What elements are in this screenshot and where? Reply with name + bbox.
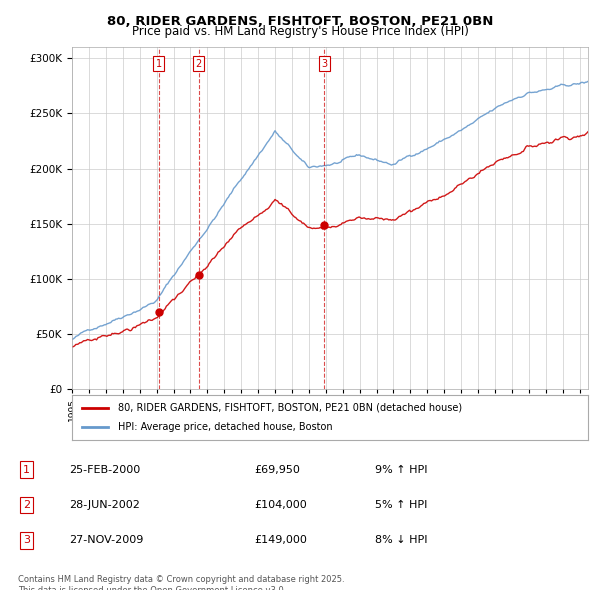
Text: 28-JUN-2002: 28-JUN-2002: [70, 500, 140, 510]
Text: HPI: Average price, detached house, Boston: HPI: Average price, detached house, Bost…: [118, 422, 333, 432]
Text: 1: 1: [156, 59, 162, 69]
Text: 1: 1: [23, 465, 30, 474]
Text: 5% ↑ HPI: 5% ↑ HPI: [375, 500, 427, 510]
Text: 8% ↓ HPI: 8% ↓ HPI: [375, 536, 427, 545]
Text: 80, RIDER GARDENS, FISHTOFT, BOSTON, PE21 0BN (detached house): 80, RIDER GARDENS, FISHTOFT, BOSTON, PE2…: [118, 403, 463, 412]
Text: 3: 3: [23, 536, 30, 545]
Text: 2: 2: [23, 500, 30, 510]
Text: Price paid vs. HM Land Registry's House Price Index (HPI): Price paid vs. HM Land Registry's House …: [131, 25, 469, 38]
Text: 3: 3: [321, 59, 328, 69]
Text: 2: 2: [196, 59, 202, 69]
Text: 25-FEB-2000: 25-FEB-2000: [70, 465, 141, 474]
Text: 9% ↑ HPI: 9% ↑ HPI: [375, 465, 427, 474]
Text: £149,000: £149,000: [254, 536, 307, 545]
Text: £104,000: £104,000: [254, 500, 307, 510]
Text: 80, RIDER GARDENS, FISHTOFT, BOSTON, PE21 0BN: 80, RIDER GARDENS, FISHTOFT, BOSTON, PE2…: [107, 15, 493, 28]
Text: Contains HM Land Registry data © Crown copyright and database right 2025.
This d: Contains HM Land Registry data © Crown c…: [18, 575, 344, 590]
Text: 27-NOV-2009: 27-NOV-2009: [70, 536, 144, 545]
Text: £69,950: £69,950: [254, 465, 300, 474]
